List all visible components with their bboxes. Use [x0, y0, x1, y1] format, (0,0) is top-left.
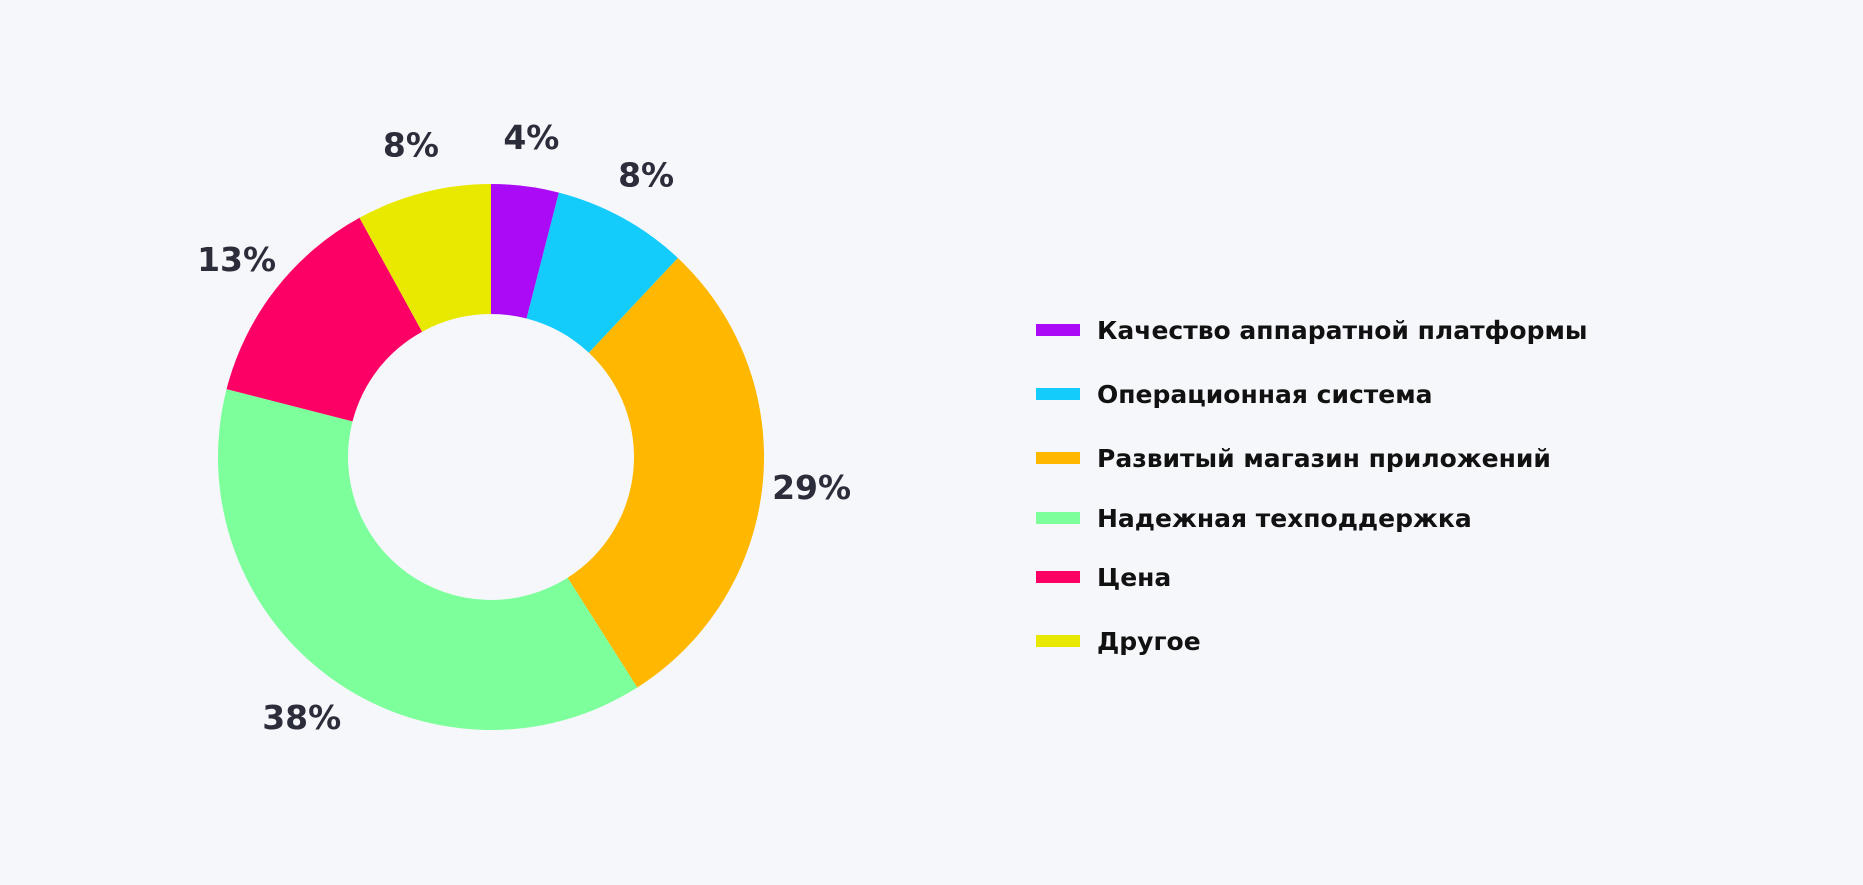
legend-label: Цена: [1097, 562, 1172, 592]
slice-value-label-6: 8%: [383, 126, 439, 165]
legend-label: Другое: [1097, 626, 1201, 656]
slice-value-label-1: 4%: [503, 118, 559, 157]
pie-slice-3: [567, 257, 764, 688]
legend-swatch: [1036, 512, 1080, 524]
legend-label: Надежная техподдержка: [1097, 503, 1472, 533]
pie-slice-6: [359, 184, 491, 332]
legend-item-4: Надежная техподдержка: [1036, 498, 1472, 538]
slice-value-label-5: 13%: [197, 240, 276, 279]
legend-swatch: [1036, 324, 1080, 336]
slice-value-label-4: 38%: [262, 698, 341, 737]
legend-label: Развитый магазин приложений: [1097, 443, 1551, 473]
legend-item-5: Цена: [1036, 557, 1171, 597]
legend-swatch: [1036, 388, 1080, 400]
legend-swatch: [1036, 452, 1080, 464]
legend-swatch: [1036, 571, 1080, 583]
legend-label: Качество аппаратной платформы: [1097, 315, 1588, 345]
slice-value-label-2: 8%: [618, 155, 674, 194]
pie-slice-1: [491, 184, 559, 319]
legend-label: Операционная система: [1097, 379, 1433, 409]
slice-value-label-3: 29%: [772, 468, 851, 507]
legend-swatch: [1036, 635, 1080, 647]
legend-item-2: Операционная система: [1036, 374, 1433, 414]
legend-item-3: Развитый магазин приложений: [1036, 438, 1551, 478]
pie-slice-5: [226, 217, 423, 422]
pie-slice-4: [218, 389, 638, 730]
legend-item-6: Другое: [1036, 621, 1201, 661]
legend-item-1: Качество аппаратной платформы: [1036, 310, 1588, 350]
chart-slices: [218, 184, 764, 730]
chart-value-labels: 4% 8% 29% 38% 13% 8%: [197, 118, 851, 737]
pie-slice-2: [526, 192, 678, 353]
